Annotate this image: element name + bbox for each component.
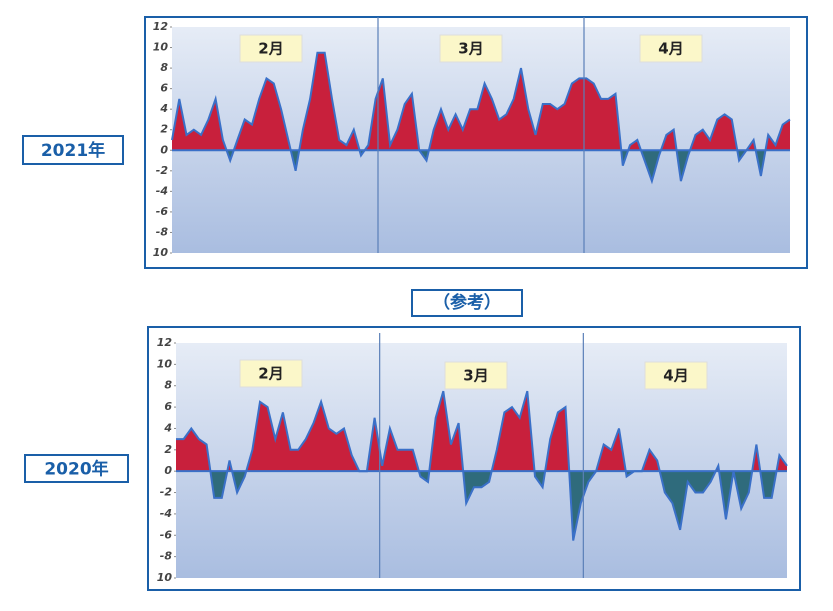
- y-tick-label: -2: [160, 486, 173, 499]
- y-tick-label: -8: [156, 225, 169, 238]
- y-tick-label: 2: [160, 123, 168, 136]
- area-positive: [172, 52, 790, 151]
- year-box: [24, 454, 129, 483]
- year-label: 2021年: [41, 140, 105, 161]
- month-label: 3月: [458, 40, 483, 58]
- y-tick-label: 10: [153, 41, 169, 54]
- month-box: [439, 34, 503, 63]
- y-tick-label: 10: [153, 246, 169, 259]
- y-tick-label: 8: [160, 61, 168, 74]
- y-tick-label: 0: [160, 143, 168, 156]
- y-tick-label: 6: [160, 82, 168, 95]
- month-box: [639, 34, 703, 63]
- series-line: [176, 390, 788, 541]
- month-label: 4月: [663, 367, 688, 385]
- month-box: [239, 359, 303, 388]
- note-box: [411, 289, 523, 317]
- y-tick-label: 0: [164, 464, 172, 477]
- month-label: 2月: [258, 40, 283, 58]
- y-tick-label: 12: [153, 20, 169, 33]
- note: （参考）: [433, 292, 501, 313]
- y-tick-label: -4: [156, 184, 168, 197]
- y-tick-label: -6: [156, 205, 169, 218]
- y-tick-label: 12: [157, 336, 173, 349]
- month-label: 3月: [463, 367, 488, 385]
- month-label: 4月: [658, 40, 683, 58]
- month-box: [239, 34, 303, 63]
- y-tick-label: 10: [157, 357, 173, 370]
- y-tick-label: 8: [164, 379, 172, 392]
- y-tick-label: -6: [160, 528, 173, 541]
- month-label: 2月: [258, 365, 283, 383]
- y-tick-label: -4: [160, 507, 172, 520]
- year-label: 2020年: [44, 459, 108, 480]
- y-tick-label: 10: [157, 571, 173, 584]
- month-box: [444, 361, 508, 390]
- area-negative: [176, 471, 787, 541]
- year-box: [22, 135, 124, 165]
- series-line: [171, 51, 791, 185]
- y-tick-label: 2: [164, 443, 172, 456]
- y-tick-label: 4: [163, 421, 172, 434]
- area-positive: [176, 391, 787, 472]
- y-tick-label: 6: [164, 400, 172, 413]
- y-tick-label: 4: [159, 102, 168, 115]
- y-tick-label: -2: [156, 164, 169, 177]
- y-tick-label: -8: [160, 550, 173, 563]
- month-box: [644, 361, 708, 390]
